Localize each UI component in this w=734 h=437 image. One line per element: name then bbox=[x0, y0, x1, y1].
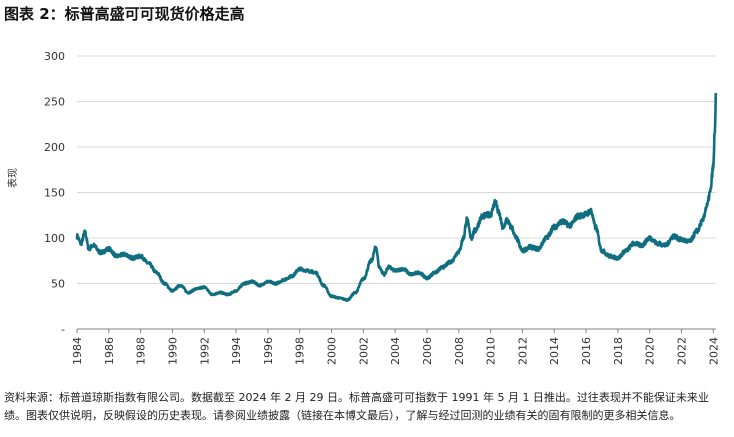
x-tick-label: 1988 bbox=[135, 337, 148, 365]
y-tick-label: 150 bbox=[44, 187, 65, 200]
y-axis-label: 表现 bbox=[6, 168, 19, 188]
x-tick-label: 2004 bbox=[389, 337, 402, 365]
x-tick-label: 2016 bbox=[580, 337, 593, 365]
x-tick-label: 2000 bbox=[326, 337, 339, 365]
footnote: 资料来源：标普道琼斯指数有限公司。数据截至 2024 年 2 月 29 日。标普… bbox=[4, 391, 709, 422]
series-line bbox=[75, 92, 718, 302]
x-tick-label: 2008 bbox=[453, 337, 466, 365]
x-tick-label: 1994 bbox=[230, 337, 243, 365]
chart-title: 图表 2：标普高盛可可现货价格走高 bbox=[4, 5, 245, 23]
x-tick-label: 2018 bbox=[612, 337, 625, 365]
y-tick-label: 300 bbox=[44, 50, 65, 63]
x-tick-label: 1992 bbox=[198, 337, 211, 365]
y-tick-label: 250 bbox=[44, 96, 65, 109]
x-tick-label: 1984 bbox=[71, 337, 84, 365]
x-tick-label: 2024 bbox=[707, 337, 720, 365]
x-tick-label: 2002 bbox=[357, 337, 370, 365]
x-tick-label: 1998 bbox=[294, 337, 307, 365]
x-tick-label: 2022 bbox=[675, 337, 688, 365]
y-tick-label: 50 bbox=[51, 278, 65, 291]
y-tick-label: - bbox=[61, 323, 65, 336]
x-axis: 1984 1986 1988 1990 1992 1994 1996 1998 2000 2002… bbox=[71, 329, 720, 365]
x-tick-label: 2020 bbox=[644, 337, 657, 365]
x-tick-label: 2012 bbox=[516, 337, 529, 365]
x-tick-label: 1996 bbox=[262, 337, 275, 365]
x-tick-label: 1986 bbox=[103, 337, 116, 365]
x-tick-label: 1990 bbox=[166, 337, 179, 365]
x-tick-label: 2010 bbox=[485, 337, 498, 365]
gridlines bbox=[77, 55, 716, 284]
y-tick-label: 100 bbox=[44, 232, 65, 245]
x-tick-label: 2006 bbox=[421, 337, 434, 365]
x-tick-label: 2014 bbox=[548, 337, 561, 365]
y-axis: - 50 100 150 200 250 300 bbox=[44, 50, 65, 336]
y-tick-label: 200 bbox=[44, 141, 65, 154]
